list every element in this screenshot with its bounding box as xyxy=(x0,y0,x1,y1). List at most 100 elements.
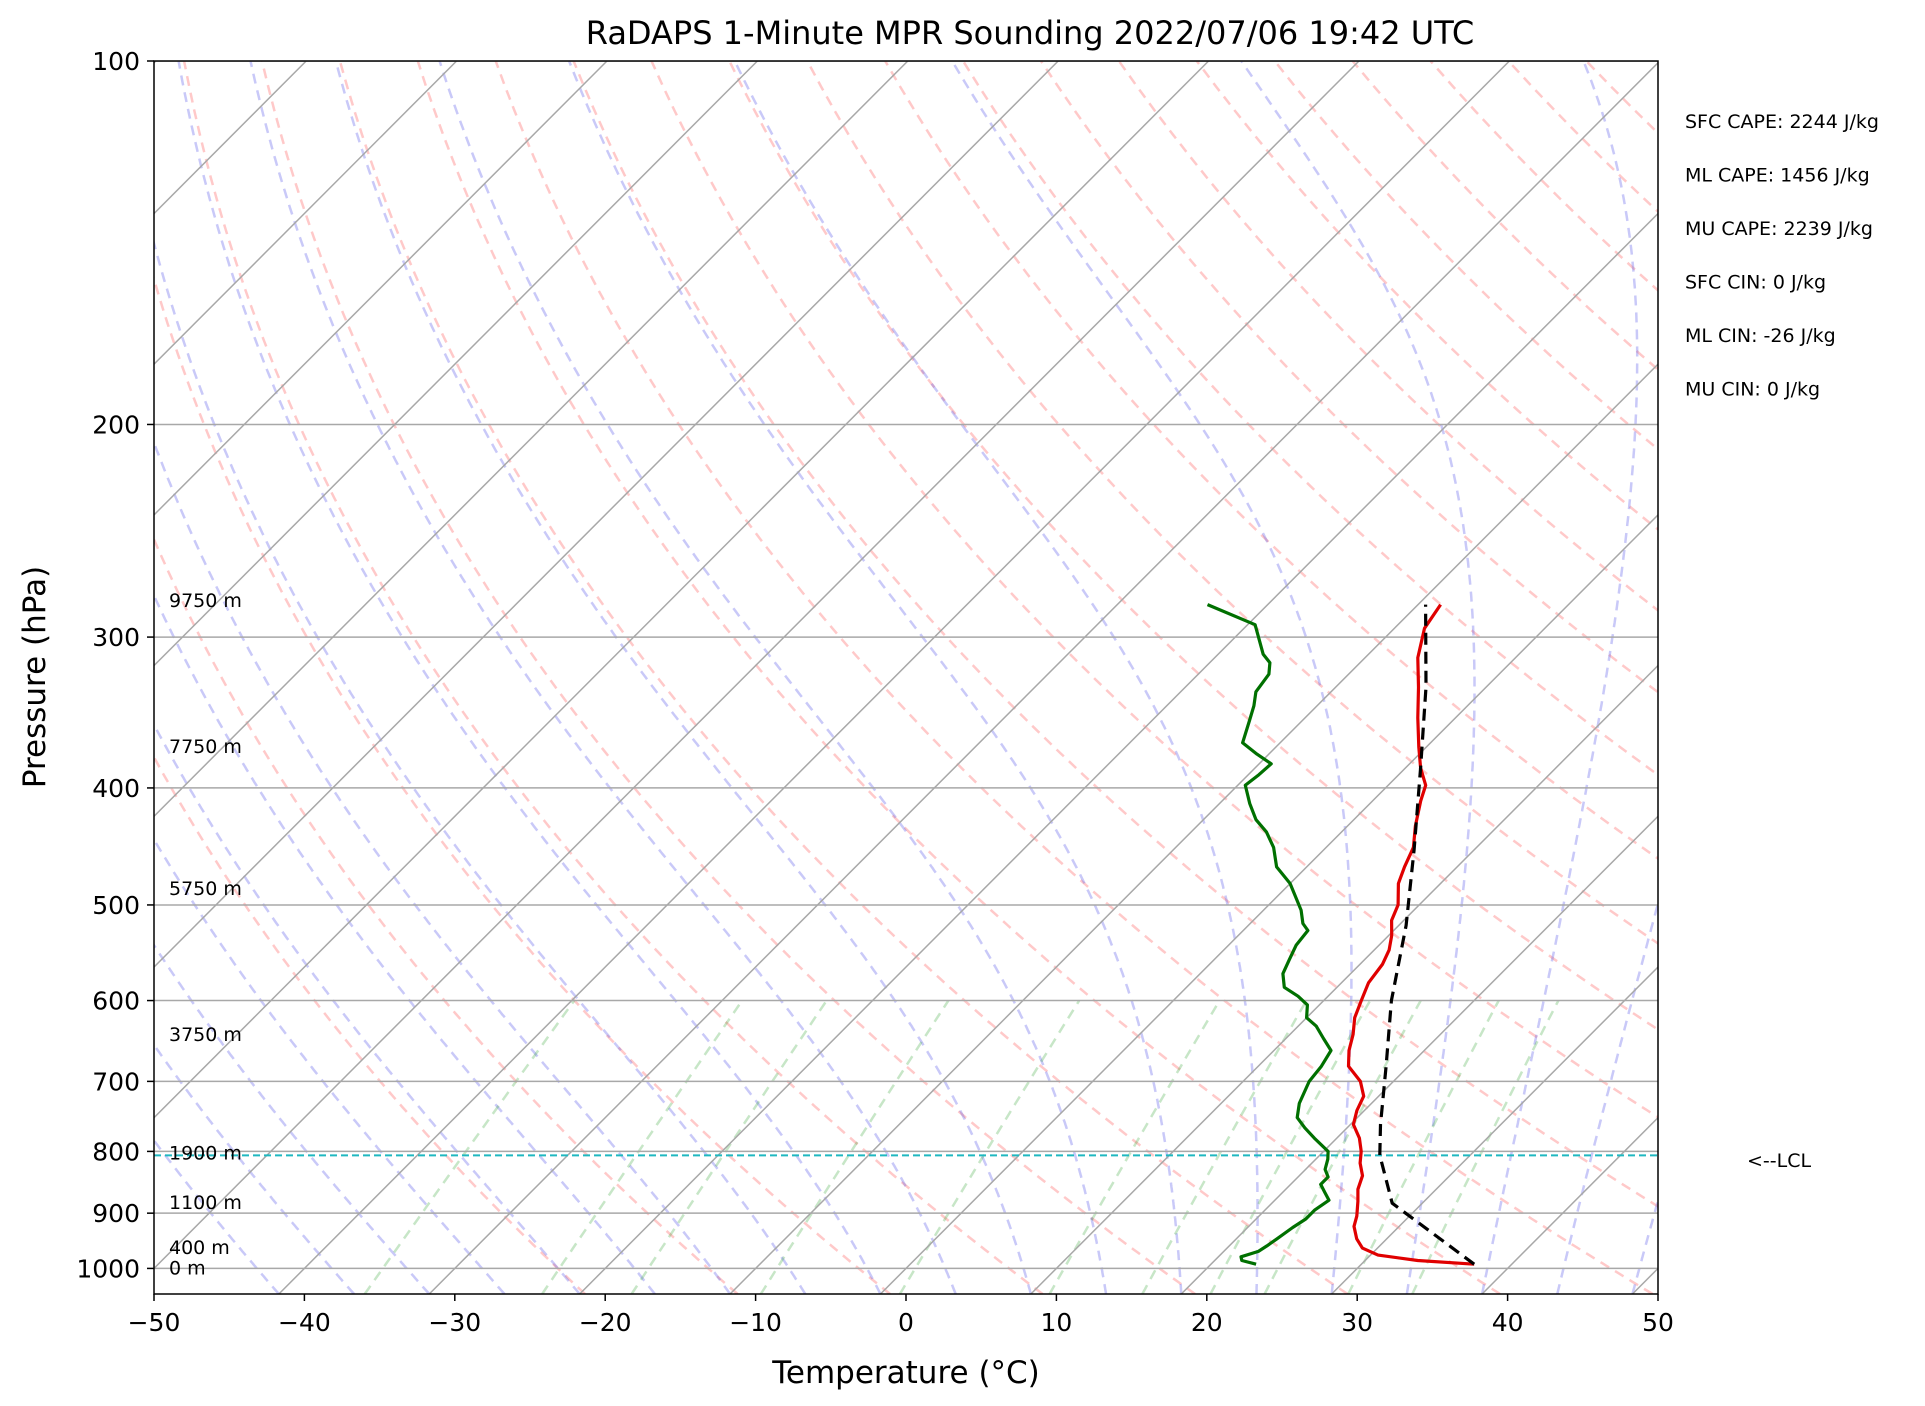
mixing-ratio-line xyxy=(1347,1000,1500,1294)
dry-adiabat xyxy=(182,61,1044,1294)
stat-line: MU CIN: 0 J/kg xyxy=(1685,379,1820,401)
y-tick-label: 400 xyxy=(92,774,140,803)
x-tick-label: −50 xyxy=(128,1308,181,1337)
stat-line: ML CIN: -26 J/kg xyxy=(1685,325,1836,347)
parcel-trace xyxy=(1378,604,1476,1266)
altitude-label: 1100 m xyxy=(169,1192,242,1214)
y-tick-label: 800 xyxy=(92,1137,140,1166)
mixing-ratio-line xyxy=(759,999,950,1294)
moist-adiabat xyxy=(1240,61,1476,1294)
isotherm xyxy=(1180,815,1658,1294)
dry-adiabat xyxy=(962,61,1658,777)
x-tick-label: −40 xyxy=(278,1308,331,1337)
stat-line: MU CAPE: 2239 J/kg xyxy=(1685,218,1873,240)
mixing-ratio-line xyxy=(1209,999,1372,1294)
isotherm xyxy=(154,61,458,366)
mixing-ratio-line xyxy=(541,999,744,1294)
dry-adiabat xyxy=(154,274,891,1294)
plot-area xyxy=(154,61,1658,1294)
dry-adiabat xyxy=(728,61,1658,1032)
moist-adiabat xyxy=(154,592,656,1294)
x-axis-label: Temperature (°C) xyxy=(771,1355,1040,1391)
x-tick-label: 30 xyxy=(1341,1308,1373,1337)
x-tick-label: 10 xyxy=(1040,1308,1072,1337)
y-tick-label: 1000 xyxy=(76,1254,140,1283)
mixing-ratio-line xyxy=(1141,999,1308,1294)
mixing-ratio-line xyxy=(363,999,576,1294)
stat-line: SFC CAPE: 2244 J/kg xyxy=(1685,111,1879,133)
y-tick-label: 100 xyxy=(92,47,140,76)
y-tick-label: 300 xyxy=(92,623,140,652)
mixing-ratio-line xyxy=(630,999,828,1294)
altitude-label: 5750 m xyxy=(169,878,242,900)
isotherm xyxy=(1331,965,1658,1294)
isotherm xyxy=(1631,1267,1658,1294)
stat-line: SFC CIN: 0 J/kg xyxy=(1685,272,1826,294)
moist-adiabat xyxy=(154,722,581,1294)
dry-adiabat xyxy=(1664,61,1925,1294)
dry-adiabat xyxy=(650,61,1658,1119)
moist-adiabat xyxy=(154,837,506,1294)
x-tick-label: −10 xyxy=(729,1308,782,1337)
mixing-ratio-line xyxy=(1263,999,1422,1294)
isotherm xyxy=(154,61,1059,969)
sounding-traces xyxy=(1206,603,1476,1266)
altitude-label: 3750 m xyxy=(169,1024,242,1046)
moist-adiabat xyxy=(154,238,807,1294)
y-tick-label: 500 xyxy=(92,891,140,920)
isotherm xyxy=(1030,664,1658,1294)
tick-marks xyxy=(147,60,1659,1301)
y-tick-label: 200 xyxy=(92,410,140,439)
isotherm xyxy=(579,212,1658,1294)
isotherm xyxy=(729,363,1658,1294)
dry-adiabat xyxy=(416,61,1501,1294)
altitude-label: 9750 m xyxy=(169,590,242,612)
mixing-ratio-line xyxy=(1411,1000,1560,1294)
dry-adiabat xyxy=(806,61,1658,945)
dry-adiabat xyxy=(154,536,739,1294)
y-axis-label: Pressure (hPa) xyxy=(17,566,53,788)
temperature-trace xyxy=(1346,603,1475,1266)
altitude-label: 7750 m xyxy=(169,736,242,758)
chart-title: RaDAPS 1-Minute MPR Sounding 2022/07/06 … xyxy=(586,14,1474,52)
dry-adiabat xyxy=(1039,61,1658,694)
reference-lines xyxy=(154,61,1925,1294)
x-tick-label: 50 xyxy=(1642,1308,1674,1337)
altitude-label: 0 m xyxy=(169,1257,206,1279)
dewpoint-trace xyxy=(1206,603,1333,1266)
isotherm xyxy=(278,61,1510,1294)
y-tick-labels: 100 200 300 400 500 600 700 800 900 1000 xyxy=(76,47,140,1283)
moist-adiabat xyxy=(334,61,1033,1294)
dry-adiabat xyxy=(154,754,586,1294)
moist-adiabat xyxy=(951,61,1353,1294)
altitude-label: 400 m xyxy=(169,1237,230,1259)
x-tick-label: 20 xyxy=(1191,1308,1223,1337)
isotherm xyxy=(154,61,909,818)
x-tick-label: 0 xyxy=(898,1308,914,1337)
isotherm xyxy=(154,61,608,516)
x-tick-labels: −50 −40 −30 −20 −10 0 10 20 30 40 50 xyxy=(128,1308,1674,1337)
isotherm xyxy=(428,61,1658,1294)
lcl-label: <--LCL xyxy=(1747,1150,1811,1172)
altitude-label: 1900 m xyxy=(169,1142,242,1164)
isotherm xyxy=(154,61,1210,1119)
moist-adiabat xyxy=(1556,898,1658,1294)
x-tick-label: 40 xyxy=(1492,1308,1524,1337)
moist-adiabat xyxy=(177,61,882,1294)
stat-line: ML CAPE: 1456 J/kg xyxy=(1685,165,1870,187)
dry-adiabat xyxy=(494,61,1654,1294)
isotherm xyxy=(154,61,1360,1270)
y-tick-label: 600 xyxy=(92,987,140,1016)
y-tick-label: 700 xyxy=(92,1067,140,1096)
stability-indices: SFC CAPE: 2244 J/kg ML CAPE: 1456 J/kg MU … xyxy=(1685,111,1879,401)
mixing-ratio-line xyxy=(1048,999,1221,1294)
y-tick-label: 900 xyxy=(92,1199,140,1228)
dry-adiabat xyxy=(338,61,1349,1294)
dry-adiabat xyxy=(884,61,1658,861)
moist-adiabat xyxy=(438,61,1108,1294)
dry-adiabat xyxy=(260,61,1196,1294)
isotherm xyxy=(879,513,1658,1294)
moist-adiabat xyxy=(249,61,957,1294)
